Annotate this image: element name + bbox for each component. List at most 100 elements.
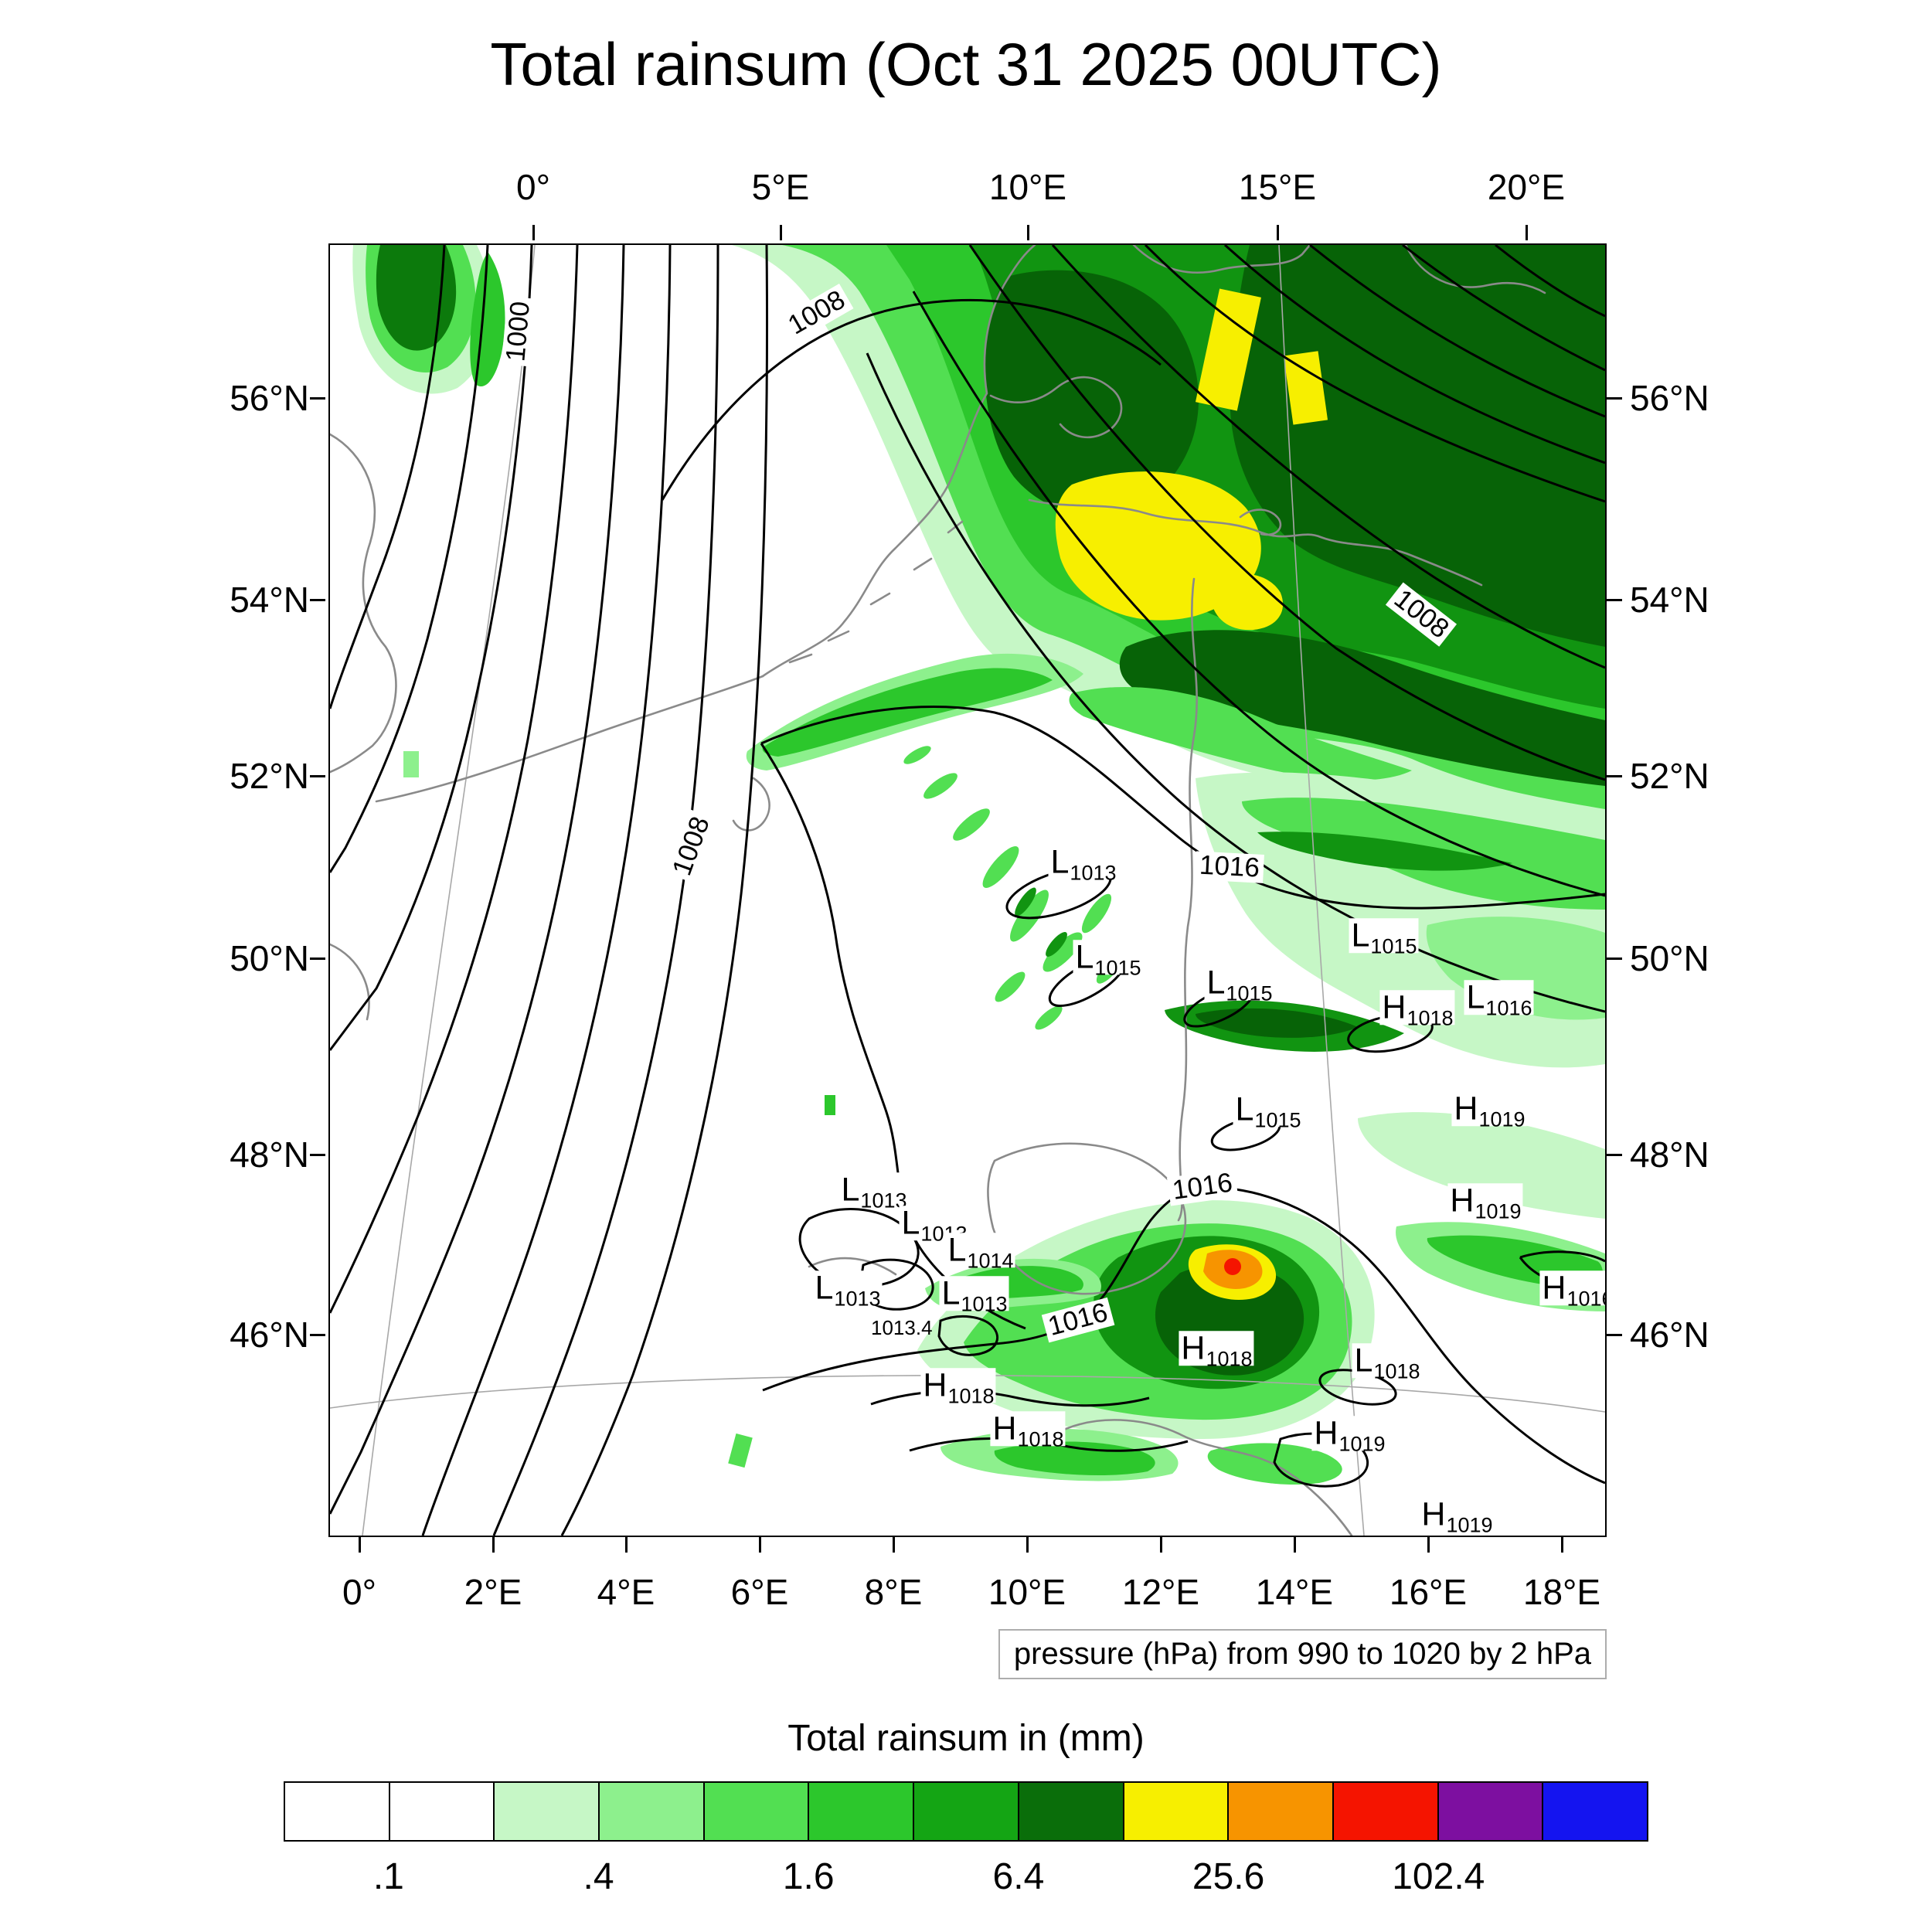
axis-tick-label-left: 56°N xyxy=(230,378,309,418)
colorbar-cell xyxy=(808,1783,913,1840)
pressure-value: 1019 xyxy=(1338,1432,1386,1456)
axis-tick-mark-right xyxy=(1607,1154,1622,1156)
colorbar-cell xyxy=(1017,1783,1123,1840)
axis-tick-label-top: 0° xyxy=(516,167,550,207)
axis-tick-label-bottom: 6°E xyxy=(730,1572,789,1612)
colorbar xyxy=(284,1781,1648,1842)
pressure-letter: L xyxy=(815,1269,834,1307)
axis-tick-mark-right xyxy=(1607,957,1622,960)
pressure-letter: L xyxy=(901,1204,920,1242)
colorbar-tick-label: .4 xyxy=(583,1856,614,1897)
colorbar-cell xyxy=(1542,1783,1647,1840)
pressure-value: 1013 xyxy=(961,1292,1008,1316)
axis-tick-label-right: 52°N xyxy=(1630,756,1709,796)
axis-tick-mark-left xyxy=(310,957,325,960)
pressure-value: 1018 xyxy=(1206,1347,1253,1371)
axis-tick-mark-left xyxy=(310,1154,325,1156)
pressure-center-high: H1018 xyxy=(1379,988,1455,1029)
pressure-value: 1019 xyxy=(1475,1199,1522,1223)
axis-tick-mark-top xyxy=(1277,225,1279,240)
pressure-center-low: L1013 xyxy=(838,1172,909,1211)
colorbar-cell xyxy=(285,1783,389,1840)
pressure-letter: H xyxy=(1382,988,1406,1026)
pressure-letter: L xyxy=(941,1274,961,1312)
axis-tick-label-left: 50°N xyxy=(230,938,309,978)
colorbar-cell xyxy=(1122,1783,1228,1840)
axis-tick-mark-right xyxy=(1607,599,1622,601)
pressure-center-high: H1019 xyxy=(1451,1090,1527,1130)
coastlines xyxy=(330,245,1546,1536)
isobar-label: 1000 xyxy=(500,296,536,367)
axis-tick-mark-right xyxy=(1607,1334,1622,1336)
pressure-letter: L xyxy=(1351,917,1370,954)
axis-tick-mark-bottom xyxy=(625,1537,628,1553)
pressure-center-high: H1019 xyxy=(1311,1414,1387,1454)
axis-tick-label-bottom: 4°E xyxy=(597,1572,655,1612)
pressure-annotation: 1013.4 xyxy=(871,1316,933,1339)
axis-tick-mark-left xyxy=(310,397,325,400)
colorbar-cell xyxy=(1437,1783,1543,1840)
map-frame: 1000 1008 1008 1008 1016 1016 1016 L1013 L1015 L1… xyxy=(328,243,1607,1537)
pressure-value: 1013 xyxy=(834,1287,881,1311)
axis-tick-label-bottom: 2°E xyxy=(464,1572,522,1612)
axis-tick-mark-bottom xyxy=(893,1537,895,1553)
pressure-center-low: L1018 xyxy=(1352,1343,1422,1382)
axis-tick-mark-left xyxy=(310,1334,325,1336)
axis-tick-label-bottom: 18°E xyxy=(1522,1572,1601,1612)
chart-title: Total rainsum (Oct 31 2025 00UTC) xyxy=(490,30,1442,98)
axis-tick-mark-top xyxy=(1526,225,1528,240)
pressure-value: 1015 xyxy=(1094,956,1141,980)
axis-tick-mark-bottom xyxy=(1427,1537,1430,1553)
pressure-letter: H xyxy=(1454,1090,1478,1128)
colorbar-tick-label: 25.6 xyxy=(1192,1856,1265,1897)
pressure-center-low: L1014 xyxy=(945,1231,1015,1271)
axis-tick-mark-top xyxy=(1027,225,1029,240)
axis-tick-mark-right xyxy=(1607,775,1622,777)
axis-tick-label-bottom: 0° xyxy=(342,1572,376,1612)
axis-tick-mark-bottom xyxy=(359,1537,361,1553)
pressure-caption: pressure (hPa) from 990 to 1020 by 2 hPa xyxy=(998,1629,1607,1679)
pressure-value: 1016 xyxy=(1485,996,1532,1020)
axis-tick-label-right: 54°N xyxy=(1630,580,1709,620)
pressure-value: 1018 xyxy=(1406,1006,1454,1030)
pressure-center-low: L1016 xyxy=(1464,980,1534,1019)
pressure-letter: H xyxy=(992,1410,1017,1447)
pressure-center-low: L1013 xyxy=(812,1269,883,1309)
axis-tick-mark-top xyxy=(532,225,535,240)
isobar-label: 1016 xyxy=(1195,850,1264,883)
pressure-letter: H xyxy=(1421,1495,1446,1533)
pressure-value: 1018 xyxy=(1017,1427,1064,1451)
axis-tick-label-right: 50°N xyxy=(1630,938,1709,978)
pressure-value: 1015 xyxy=(1254,1108,1301,1132)
axis-tick-label-left: 54°N xyxy=(230,580,309,620)
pressure-letter: H xyxy=(1181,1329,1206,1367)
pressure-letter: H xyxy=(1450,1182,1475,1219)
axis-tick-mark-bottom xyxy=(1561,1537,1563,1553)
colorbar-cell xyxy=(1332,1783,1437,1840)
rain-shading xyxy=(352,245,1605,1485)
colorbar-tick-label: 1.6 xyxy=(782,1856,835,1897)
pressure-center-low: L1015 xyxy=(1349,917,1419,957)
pressure-value: 1019 xyxy=(1478,1107,1526,1131)
pressure-letter: H xyxy=(1314,1414,1338,1452)
colorbar-cell xyxy=(1227,1783,1332,1840)
pressure-letter: L xyxy=(1050,843,1070,881)
axis-tick-label-bottom: 14°E xyxy=(1255,1572,1334,1612)
pressure-value: 1013 xyxy=(1070,861,1117,885)
pressure-center-low: L1013 xyxy=(939,1274,1009,1315)
colorbar-cell xyxy=(702,1783,808,1840)
axis-tick-mark-top xyxy=(780,225,782,240)
axis-tick-label-left: 48°N xyxy=(230,1134,309,1175)
pressure-center-high: H1018 xyxy=(990,1410,1066,1450)
pressure-center-low: L1015 xyxy=(1233,1092,1303,1131)
axis-tick-mark-left xyxy=(310,775,325,777)
axis-tick-mark-bottom xyxy=(1294,1537,1296,1553)
pressure-center-high: H1019 xyxy=(1447,1182,1523,1222)
pressure-letter: L xyxy=(947,1231,967,1269)
colorbar-tick-label: 102.4 xyxy=(1392,1856,1485,1897)
pressure-value: 1016 xyxy=(1566,1287,1605,1311)
axis-tick-label-right: 56°N xyxy=(1630,378,1709,418)
weather-map-svg xyxy=(330,245,1605,1536)
colorbar-cell xyxy=(913,1783,1018,1840)
pressure-letter: L xyxy=(1206,964,1226,1002)
